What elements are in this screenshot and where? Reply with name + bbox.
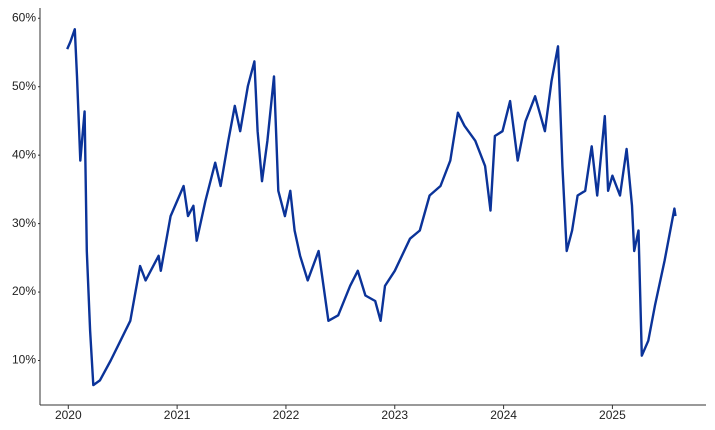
line-series xyxy=(66,28,677,387)
x-tick-label: 2025 xyxy=(599,408,626,422)
x-tick-label: 2022 xyxy=(273,408,300,422)
y-tick-label: 30% xyxy=(12,216,36,230)
y-tick-label: 40% xyxy=(12,147,36,161)
y-tick-label: 20% xyxy=(12,284,36,298)
y-tick-label: 60% xyxy=(12,10,36,24)
x-tick-label: 2021 xyxy=(164,408,191,422)
x-tick-label: 2020 xyxy=(55,408,82,422)
x-tick-label: 2024 xyxy=(490,408,517,422)
y-tick-label: 50% xyxy=(12,79,36,93)
x-tick-label: 2023 xyxy=(381,408,408,422)
y-tick-label: 10% xyxy=(12,353,36,367)
